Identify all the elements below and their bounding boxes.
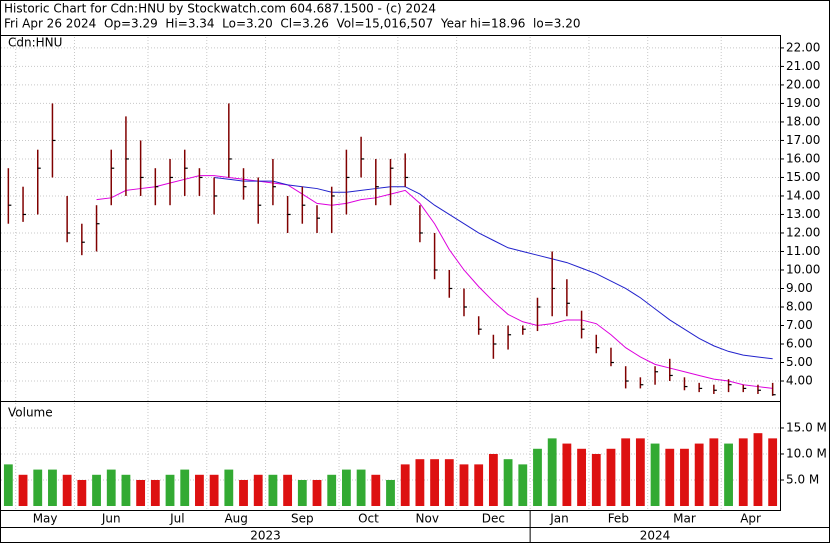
volume-bar: [400, 464, 410, 506]
chart-title: Historic Chart for Cdn:HNU by Stockwatch…: [4, 2, 436, 16]
y-tick-label: 11.00: [786, 244, 820, 258]
volume-tick-label: 15.0 M: [786, 420, 827, 434]
volume-bar: [753, 433, 763, 506]
year-label: 2024: [640, 529, 671, 543]
volume-label: Volume: [8, 406, 53, 420]
volume-bar: [3, 464, 13, 506]
x-tick-label: Dec: [482, 512, 505, 526]
volume-panel: [0, 401, 781, 511]
volume-bar: [518, 464, 528, 506]
volume-bar: [150, 479, 160, 506]
y-tick-label: 13.00: [786, 207, 820, 221]
y-tick-label: 7.00: [786, 318, 813, 332]
volume-bar: [62, 474, 72, 506]
volume-bar: [577, 448, 586, 506]
moving-average: [96, 175, 773, 389]
volume-bar: [165, 474, 175, 506]
volume-bar: [591, 453, 601, 506]
volume-bar: [768, 438, 778, 506]
x-tick-label: Jan: [549, 512, 569, 526]
volume-tick-label: 10.0 M: [786, 446, 827, 460]
y-tick-label: 22.00: [786, 40, 820, 54]
x-tick-label: Oct: [358, 512, 379, 526]
y-tick-label: 15.00: [786, 170, 820, 184]
moving-average: [214, 176, 773, 360]
y-tick-label: 6.00: [786, 337, 813, 351]
volume-bar: [209, 474, 219, 506]
y-tick-label: 14.00: [786, 188, 820, 202]
x-tick-label: Jul: [169, 512, 184, 526]
y-tick-label: 4.00: [786, 374, 813, 388]
volume-bar: [444, 459, 454, 506]
volume-bar: [371, 474, 381, 506]
x-tick-label: May: [33, 512, 58, 526]
volume-bar: [356, 469, 366, 506]
y-tick-label: 12.00: [786, 225, 820, 239]
volume-bar: [224, 469, 234, 506]
volume-bar: [533, 448, 542, 506]
volume-bar: [459, 464, 469, 506]
y-tick-label: 9.00: [786, 281, 813, 295]
volume-bar: [650, 443, 660, 506]
symbol-label: Cdn:HNU: [8, 36, 62, 50]
volume-bar: [297, 479, 307, 506]
y-tick-label: 18.00: [786, 114, 820, 128]
volume-bar: [195, 474, 204, 506]
volume-bar: [738, 438, 748, 506]
x-tick-label: Nov: [416, 512, 439, 526]
volume-bar: [268, 474, 278, 506]
volume-bar: [694, 443, 704, 506]
volume-bar: [621, 438, 631, 506]
x-tick-label: Feb: [608, 512, 629, 526]
y-tick-label: 10.00: [786, 262, 820, 276]
volume-bar: [77, 479, 87, 506]
x-tick-label: Apr: [740, 512, 761, 526]
volume-bar: [180, 469, 190, 506]
volume-bar: [474, 464, 484, 506]
volume-bar: [562, 443, 572, 506]
volume-bar: [327, 474, 337, 506]
y-tick-label: 16.00: [786, 151, 820, 165]
y-tick-label: 8.00: [786, 299, 813, 313]
volume-bar: [253, 474, 263, 506]
volume-bar: [312, 479, 322, 506]
volume-bar: [18, 474, 28, 506]
volume-bar: [724, 443, 733, 506]
chart-subtitle: Fri Apr 26 2024 Op=3.29 Hi=3.34 Lo=3.20 …: [4, 17, 581, 31]
y-tick-label: 19.00: [786, 96, 820, 110]
y-tick-label: 20.00: [786, 77, 820, 91]
y-tick-label: 17.00: [786, 133, 820, 147]
volume-bar: [283, 474, 293, 506]
volume-bar: [665, 448, 675, 506]
volume-bar: [136, 479, 146, 506]
volume-tick-label: 5.0 M: [786, 472, 819, 486]
volume-bar: [709, 438, 719, 506]
x-tick-label: Jun: [101, 512, 121, 526]
volume-bar: [547, 438, 557, 506]
volume-bar: [386, 479, 395, 506]
volume-bar: [239, 479, 248, 506]
y-tick-label: 21.00: [786, 59, 820, 73]
x-tick-label: Sep: [291, 512, 314, 526]
volume-bar: [121, 474, 131, 506]
volume-bar: [92, 474, 101, 506]
volume-bar: [33, 469, 43, 506]
volume-bar: [503, 459, 513, 506]
volume-bar: [341, 469, 351, 506]
x-tick-label: Mar: [673, 512, 696, 526]
volume-bar: [680, 448, 689, 506]
y-tick-label: 5.00: [786, 355, 813, 369]
volume-bar: [48, 469, 57, 506]
volume-bar: [606, 448, 616, 506]
volume-bar: [635, 438, 645, 506]
volume-bar: [415, 459, 425, 506]
volume-bar: [488, 453, 498, 506]
x-tick-label: Aug: [224, 512, 247, 526]
volume-bar: [430, 459, 440, 506]
year-label: 2023: [250, 529, 281, 543]
volume-bar: [106, 469, 116, 506]
